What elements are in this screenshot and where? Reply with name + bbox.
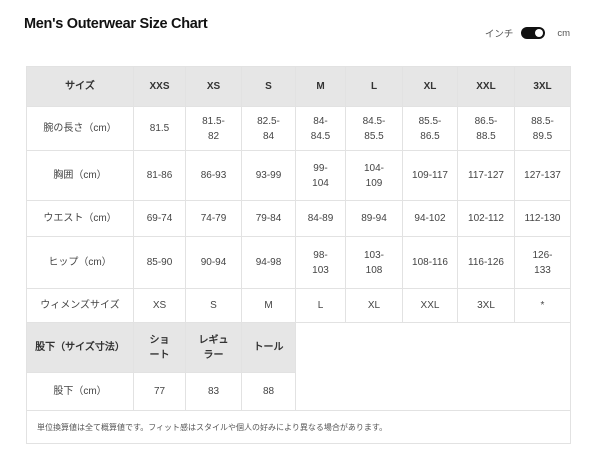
cell: 126- 133 — [514, 236, 571, 289]
cell: 79-84 — [241, 200, 296, 237]
cell: S — [185, 288, 242, 323]
header-cell: XXL — [457, 66, 515, 107]
cell: 85.5- 86.5 — [402, 106, 458, 151]
cell: XS — [133, 288, 186, 323]
cell: 94-102 — [402, 200, 458, 237]
header-cell: L — [345, 66, 403, 107]
cell: * — [514, 288, 571, 323]
cell: 85-90 — [133, 236, 186, 289]
cell: L — [295, 288, 346, 323]
header-cell: サイズ — [26, 66, 134, 107]
note-row: 単位換算値は全て概算値です。フィット感はスタイルや個人の好みにより異なる場合があ… — [26, 410, 571, 444]
header-cell: 股下（サイズ寸法） — [26, 322, 134, 373]
header-cell: XL — [402, 66, 458, 107]
cell: 77 — [133, 372, 186, 411]
header-cell: 3XL — [514, 66, 571, 107]
row-label: ヒップ（cm） — [26, 236, 134, 289]
cell: 74-79 — [185, 200, 242, 237]
row-label: 腕の長さ（cm） — [26, 106, 134, 151]
cell: 93-99 — [241, 150, 296, 201]
cell: 116-126 — [457, 236, 515, 289]
unit-inch-label[interactable]: インチ — [484, 29, 514, 40]
cell: 109-117 — [402, 150, 458, 201]
row-label: 股下（cm） — [26, 372, 134, 411]
size-chart-table: サイズ XXS XS S M L XL XXL 3XL 腕の長さ（cm） 81.5… — [26, 66, 571, 444]
header-cell: XS — [185, 66, 242, 107]
table-row: ウィメンズサイズ XS S M L XL XXL 3XL * — [26, 288, 571, 323]
cell: 90-94 — [185, 236, 242, 289]
header-cell: ショ ート — [133, 322, 186, 373]
table-row: 胸囲（cm） 81-86 86-93 93-99 99- 104 104- 109 109-… — [26, 150, 571, 201]
cell: XXL — [402, 288, 458, 323]
cell: 86-93 — [185, 150, 242, 201]
header-cell: S — [241, 66, 296, 107]
cell: XL — [345, 288, 403, 323]
cell: 88 — [241, 372, 296, 411]
cell: 69-74 — [133, 200, 186, 237]
table-row: ヒップ（cm） 85-90 90-94 94-98 98- 103 103- 108 108… — [26, 236, 571, 289]
unit-cm-label[interactable]: cm — [557, 27, 570, 39]
header-cell: M — [295, 66, 346, 107]
cell: 86.5- 88.5 — [457, 106, 515, 151]
cell: 81.5 — [133, 106, 186, 151]
cell: 103- 108 — [345, 236, 403, 289]
cell: 82.5- 84 — [241, 106, 296, 151]
cell: 108-116 — [402, 236, 458, 289]
cell: 84.5- 85.5 — [345, 106, 403, 151]
cell: M — [241, 288, 296, 323]
inseam-header-row: 股下（サイズ寸法） ショ ート レギュ ラー トール — [26, 322, 571, 373]
unit-toggle-switch[interactable] — [521, 27, 546, 39]
cell: 84- 84.5 — [295, 106, 346, 151]
cell: 88.5- 89.5 — [514, 106, 571, 151]
size-header-row: サイズ XXS XS S M L XL XXL 3XL — [26, 66, 571, 107]
page-title: Men's Outerwear Size Chart — [24, 16, 208, 32]
cell: 84-89 — [295, 200, 346, 237]
row-label: ウエスト（cm） — [26, 200, 134, 237]
table-row: ウエスト（cm） 69-74 74-79 79-84 84-89 89-94 94-102 1… — [26, 200, 571, 237]
header-cell: XXS — [133, 66, 186, 107]
inseam-row: 股下（cm） 77 83 88 — [26, 372, 571, 411]
cell: 94-98 — [241, 236, 296, 289]
empty-cell — [295, 322, 571, 373]
unit-toggle-group: インチ cm — [485, 26, 570, 40]
cell: 112-130 — [514, 200, 571, 237]
cell: 3XL — [457, 288, 515, 323]
cell: 104- 109 — [345, 150, 403, 201]
cell: 83 — [185, 372, 242, 411]
footnote: 単位換算値は全て概算値です。フィット感はスタイルや個人の好みにより異なる場合があ… — [26, 410, 571, 444]
cell: 98- 103 — [295, 236, 346, 289]
empty-cell — [295, 372, 571, 411]
cell: 81-86 — [133, 150, 186, 201]
cell: 81.5- 82 — [185, 106, 242, 151]
header-cell: レギュ ラー — [185, 322, 242, 373]
header-cell: トール — [241, 322, 296, 373]
cell: 102-112 — [457, 200, 515, 237]
cell: 127-137 — [514, 150, 571, 201]
row-label: ウィメンズサイズ — [26, 288, 134, 323]
table-row: 腕の長さ（cm） 81.5 81.5- 82 82.5- 84 84- 84.5 84.5… — [26, 106, 571, 151]
cell: 89-94 — [345, 200, 403, 237]
row-label: 胸囲（cm） — [26, 150, 134, 201]
cell: 99- 104 — [295, 150, 346, 201]
cell: 117-127 — [457, 150, 515, 201]
